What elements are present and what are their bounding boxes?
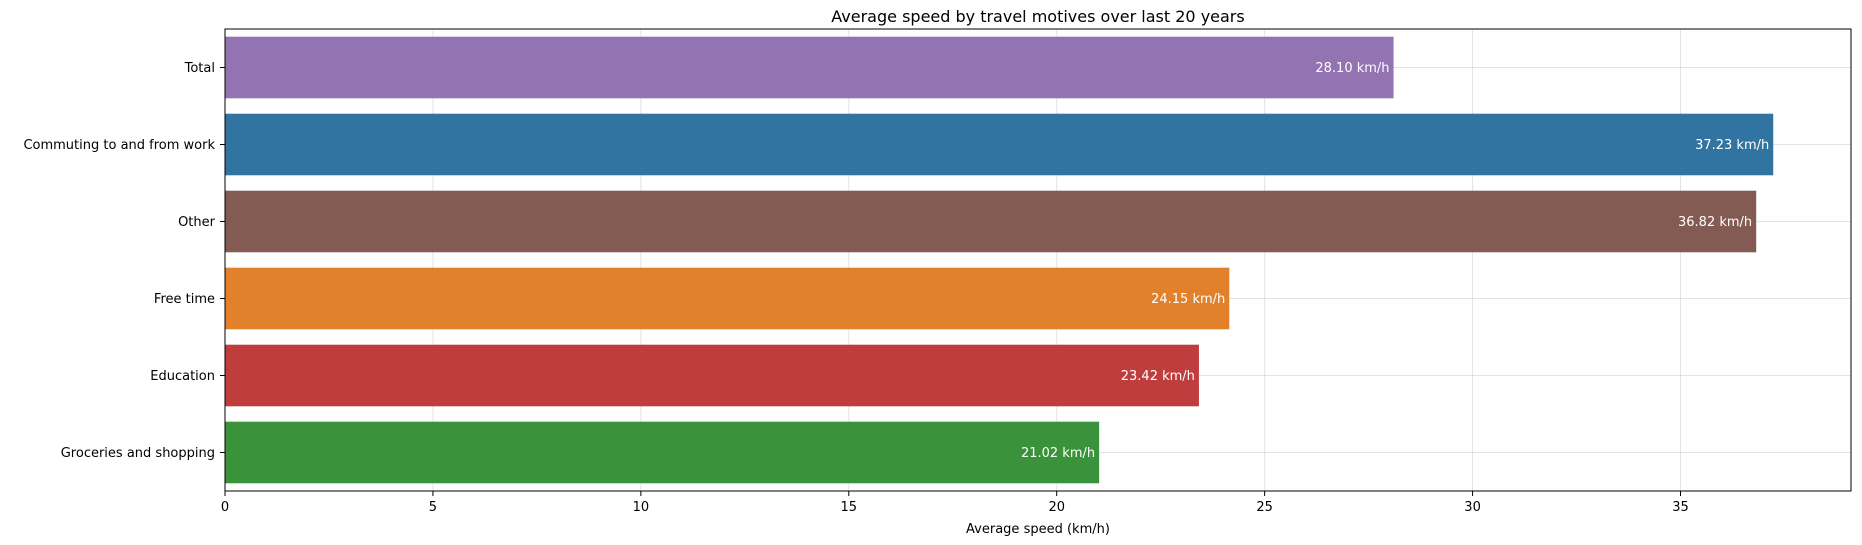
x-axis-label: Average speed (km/h) <box>966 522 1110 537</box>
bar-free-time <box>225 267 1230 330</box>
x-tick-label: 0 <box>221 500 229 515</box>
bar-education <box>225 344 1199 407</box>
plot-area-frame <box>224 28 1852 492</box>
bar-total <box>225 36 1394 99</box>
y-axis-ticks: Total Commuting to and from work Other Free… <box>23 61 225 461</box>
y-tick-label: Education <box>150 369 215 384</box>
y-tick-label: Other <box>178 215 216 230</box>
bars <box>225 36 1774 484</box>
bar-commuting-to-and-from-work <box>225 113 1774 176</box>
bar-groceries-and-shopping <box>225 421 1100 484</box>
x-tick-label: 35 <box>1672 500 1689 515</box>
y-tick-label: Total <box>184 61 215 76</box>
y-tick-label: Free time <box>154 292 215 307</box>
y-tick-label: Groceries and shopping <box>61 446 215 461</box>
x-tick-label: 30 <box>1464 500 1481 515</box>
x-tick-label: 20 <box>1048 500 1065 515</box>
x-tick-label: 10 <box>633 500 650 515</box>
x-tick-label: 15 <box>841 500 858 515</box>
x-tick-label: 25 <box>1256 500 1273 515</box>
x-axis-ticks: 0 5 10 15 20 25 30 35 <box>221 491 1689 515</box>
y-tick-label: Commuting to and from work <box>23 138 215 153</box>
bar-value-label: 36.82 km/h <box>1678 215 1752 230</box>
bar-other <box>225 190 1757 253</box>
value-labels: 28.10 km/h 37.23 km/h 36.82 km/h 24.15 km/h… <box>1021 61 1769 461</box>
bar-value-label: 28.10 km/h <box>1315 61 1389 76</box>
x-tick-label: 5 <box>429 500 437 515</box>
bar-value-label: 23.42 km/h <box>1121 369 1195 384</box>
bar-value-label: 37.23 km/h <box>1695 138 1769 153</box>
chart-title: Average speed by travel motives over las… <box>831 7 1244 26</box>
bar-value-label: 21.02 km/h <box>1021 446 1095 461</box>
bar-value-label: 24.15 km/h <box>1151 292 1225 307</box>
